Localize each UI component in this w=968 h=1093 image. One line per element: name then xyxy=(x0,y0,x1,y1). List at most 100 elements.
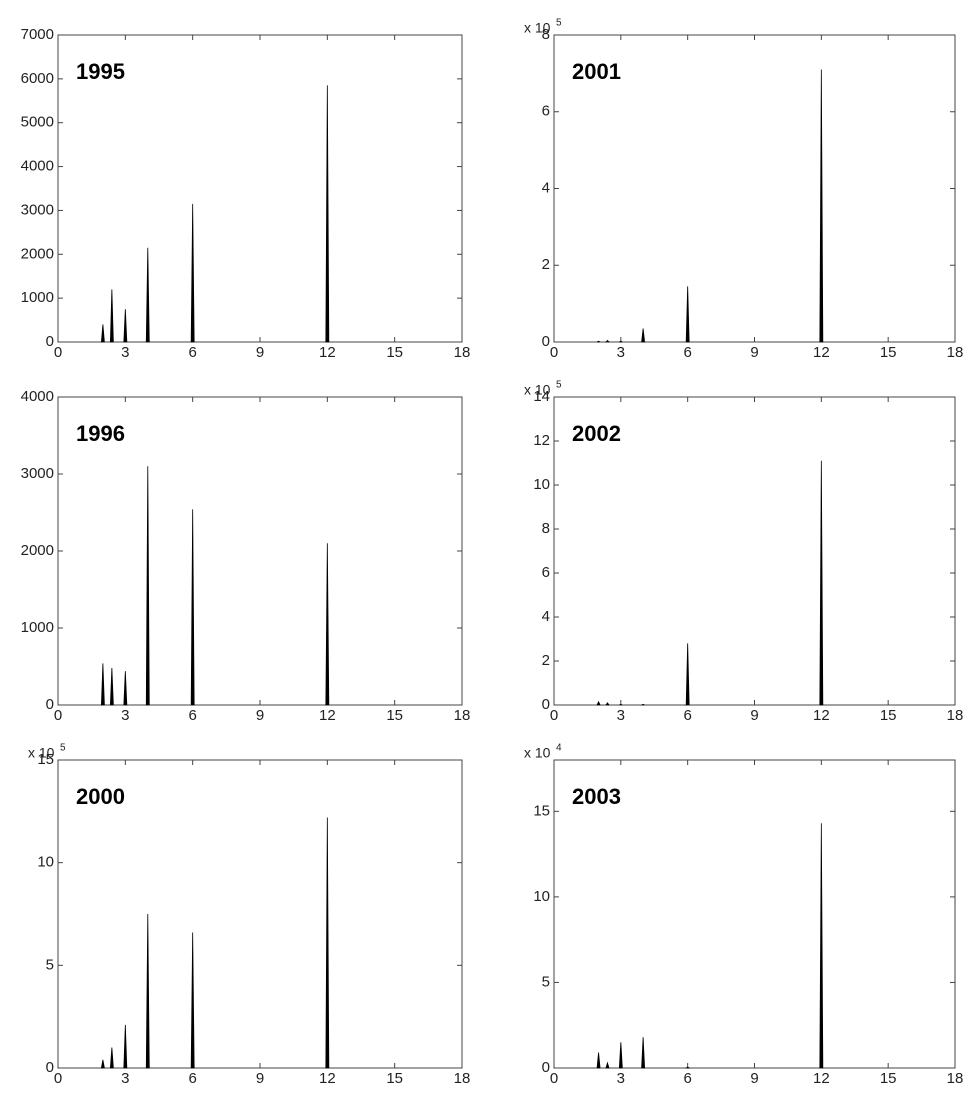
y-tick-label: 2 xyxy=(542,652,550,669)
spike xyxy=(100,663,105,706)
y-tick-label: 2 xyxy=(542,256,550,273)
x-tick-label: 12 xyxy=(319,707,336,724)
y-tick-label: 0 xyxy=(46,1059,54,1076)
x-tick-label: 15 xyxy=(880,344,897,361)
panel: 0 3 6 9 12 15 18 0 2 4 6 8x 10 5 2001 xyxy=(524,18,963,361)
y-multiplier: x 10 xyxy=(524,745,551,761)
panel-title: 1996 xyxy=(76,421,125,446)
x-tick-label: 6 xyxy=(683,1070,691,1087)
y-tick-label: 0 xyxy=(542,1059,550,1076)
y-tick-label: 6 xyxy=(542,564,550,581)
spike xyxy=(100,1059,105,1069)
spike xyxy=(685,286,690,343)
y-tick-label: 10 xyxy=(533,888,550,905)
y-tick-label: 15 xyxy=(533,802,550,819)
panel-title: 2001 xyxy=(572,59,621,84)
spike xyxy=(605,702,610,706)
x-tick-label: 0 xyxy=(550,707,558,724)
y-tick-label: 3000 xyxy=(21,465,54,482)
x-tick-label: 18 xyxy=(947,707,964,724)
x-tick-label: 9 xyxy=(750,344,758,361)
spike xyxy=(619,340,623,343)
spike xyxy=(619,703,623,706)
x-tick-label: 12 xyxy=(813,707,830,724)
y-multiplier: x 10 xyxy=(28,745,55,761)
spike xyxy=(145,247,150,343)
x-tick-label: 9 xyxy=(750,1070,758,1087)
y-tick-label: 15 xyxy=(37,751,54,768)
y-tick-label: 5 xyxy=(542,973,550,990)
y-tick-label: 14 xyxy=(533,388,550,405)
x-tick-label: 12 xyxy=(319,1070,336,1087)
y-tick-label: 0 xyxy=(46,333,54,350)
x-tick-label: 15 xyxy=(386,344,403,361)
spike xyxy=(641,328,646,343)
y-multiplier: x 10 xyxy=(524,382,551,398)
y-tick-label: 7000 xyxy=(21,26,54,43)
x-tick-label: 6 xyxy=(683,344,691,361)
y-tick-label: 4 xyxy=(542,179,550,196)
panel-title: 2000 xyxy=(76,784,125,809)
spike xyxy=(123,1024,128,1069)
spike xyxy=(325,817,330,1069)
x-tick-label: 12 xyxy=(813,1070,830,1087)
spike xyxy=(190,203,195,343)
x-tick-label: 9 xyxy=(256,1070,264,1087)
x-tick-label: 18 xyxy=(454,344,471,361)
spike xyxy=(641,703,645,706)
spike xyxy=(325,543,330,706)
y-tick-label: 6 xyxy=(542,103,550,120)
y-tick-label: 3000 xyxy=(21,201,54,218)
spike xyxy=(684,1066,691,1069)
spike xyxy=(605,1061,610,1069)
y-tick-label: 2000 xyxy=(21,542,54,559)
y-tick-label: 10 xyxy=(533,476,550,493)
panel: 0 3 6 9 12 15 18 0 5 10 15 x 10 4 2003 xyxy=(524,743,963,1087)
x-tick-label: 0 xyxy=(550,1070,558,1087)
y-tick-label: 1000 xyxy=(21,289,54,306)
y-tick-label: 5000 xyxy=(21,114,54,131)
x-tick-label: 3 xyxy=(617,1070,625,1087)
spike xyxy=(685,643,690,706)
x-tick-label: 18 xyxy=(947,344,964,361)
x-tick-label: 0 xyxy=(54,707,62,724)
spike xyxy=(109,1047,114,1069)
x-tick-label: 12 xyxy=(813,344,830,361)
spike xyxy=(819,69,824,343)
x-tick-label: 6 xyxy=(188,707,196,724)
spike xyxy=(109,289,114,343)
spike xyxy=(819,460,824,706)
x-tick-label: 15 xyxy=(880,1070,897,1087)
x-tick-label: 9 xyxy=(750,707,758,724)
y-tick-label: 6000 xyxy=(21,70,54,87)
x-tick-label: 6 xyxy=(683,707,691,724)
y-tick-label: 8 xyxy=(542,26,550,43)
y-tick-label: 4 xyxy=(542,608,550,625)
spike xyxy=(596,340,601,343)
spike xyxy=(618,1042,623,1069)
spike xyxy=(325,85,330,343)
y-tick-label: 0 xyxy=(542,333,550,350)
y-tick-label: 0 xyxy=(542,696,550,713)
x-tick-label: 0 xyxy=(550,344,558,361)
spike xyxy=(123,671,128,706)
spike xyxy=(145,466,150,706)
y-tick-label: 4000 xyxy=(21,158,54,175)
panel-title: 2003 xyxy=(572,784,621,809)
y-tick-label: 1000 xyxy=(21,619,54,636)
x-tick-label: 3 xyxy=(121,707,129,724)
x-tick-label: 9 xyxy=(256,707,264,724)
x-tick-label: 18 xyxy=(947,1070,964,1087)
x-tick-label: 15 xyxy=(880,707,897,724)
y-tick-label: 8 xyxy=(542,520,550,537)
spike xyxy=(145,913,150,1069)
y-tick-label: 4000 xyxy=(21,388,54,405)
x-tick-label: 3 xyxy=(121,1070,129,1087)
spike xyxy=(100,324,105,343)
panel-title: 2002 xyxy=(572,421,621,446)
x-tick-label: 18 xyxy=(454,1070,471,1087)
panel: 0 3 6 9 12 15 18 0 1000 2000 3000 4000 1996 xyxy=(21,388,471,724)
spike xyxy=(123,309,128,343)
